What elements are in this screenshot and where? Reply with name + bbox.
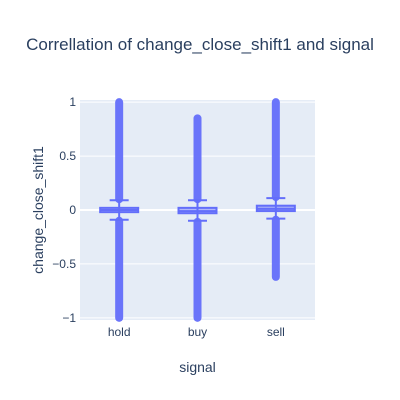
- data-layer: [99, 98, 296, 322]
- x-tick-label: sell: [267, 325, 285, 339]
- outliers-low-hold: [115, 216, 124, 322]
- outliers-high-sell: [271, 98, 280, 202]
- y-tick-label: 0: [69, 203, 76, 217]
- outliers-high-buy: [193, 114, 202, 204]
- x-tick-label: hold: [108, 325, 131, 339]
- x-axis-ticks: hold buy sell: [108, 325, 285, 339]
- y-axis-title: change_close_shift1: [30, 146, 46, 274]
- chart-title: Correllation of change_close_shift1 and …: [26, 35, 374, 54]
- y-tick-label: −0.5: [52, 257, 76, 271]
- outliers-high-hold: [115, 98, 124, 204]
- outliers-low-sell: [271, 215, 280, 281]
- box-sell: [255, 98, 296, 281]
- outliers-low-buy: [193, 217, 202, 322]
- x-tick-label: buy: [188, 325, 207, 339]
- box-buy: [177, 114, 218, 322]
- x-axis-title: signal: [179, 359, 216, 375]
- y-tick-label: 0.5: [59, 149, 76, 163]
- y-axis-ticks: 1 0.5 0 −0.5 −1: [52, 95, 76, 325]
- y-tick-label: −1: [62, 311, 76, 325]
- y-tick-label: 1: [69, 95, 76, 109]
- box-hold: [99, 98, 140, 322]
